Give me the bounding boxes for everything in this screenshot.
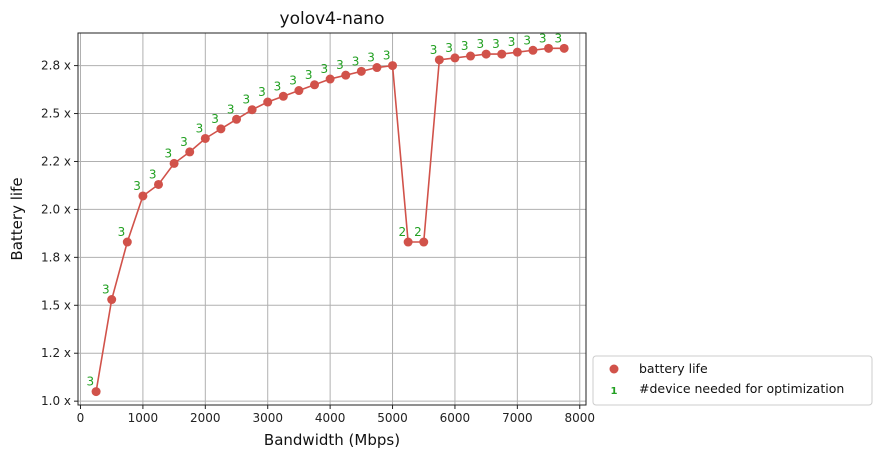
y-axis-title: Battery life [8, 177, 26, 260]
x-tick-label: 6000 [440, 411, 471, 425]
data-point [200, 133, 210, 143]
x-tick-label: 7000 [502, 411, 533, 425]
device-count-label: 3 [242, 93, 250, 107]
data-point [263, 97, 273, 107]
data-point [341, 70, 351, 80]
data-point [481, 49, 491, 59]
device-count-label: 3 [180, 135, 188, 149]
data-point [388, 61, 398, 71]
data-point [434, 55, 444, 65]
x-tick-label: 0 [77, 411, 85, 425]
data-point [310, 80, 320, 90]
device-count-label: 3 [133, 179, 141, 193]
device-count-label: 3 [305, 68, 313, 82]
device-count-label: 3 [227, 102, 235, 116]
y-tick-label: 1.5 x [41, 298, 71, 312]
y-tick-label: 2.5 x [41, 107, 71, 121]
legend: battery life 1 #device needed for optimi… [592, 355, 873, 406]
device-count-label: 3 [477, 37, 485, 51]
device-count-label: 3 [508, 35, 516, 49]
y-tick-label: 2.0 x [41, 202, 71, 216]
data-point [450, 53, 460, 63]
data-point [372, 63, 382, 73]
data-point [356, 66, 366, 76]
legend-label-device-count: #device needed for optimization [639, 381, 844, 396]
x-tick-label: 3000 [252, 411, 283, 425]
x-axis: 0 1000 2000 3000 4000 5000 6000 7000 8000 [77, 405, 595, 425]
data-point [138, 191, 148, 201]
battery-life-points [91, 43, 569, 397]
y-tick-label: 1.0 x [41, 394, 71, 408]
x-tick-label: 2000 [190, 411, 221, 425]
device-count-label: 2 [398, 225, 406, 239]
device-count-label: 3 [118, 225, 126, 239]
device-count-label: 3 [274, 79, 282, 93]
device-count-label: 3 [258, 85, 266, 99]
x-axis-title: Bandwidth (Mbps) [264, 431, 400, 449]
device-count-label: 3 [492, 37, 500, 51]
data-point [185, 147, 195, 157]
device-count-label: 3 [461, 39, 469, 53]
y-tick-label: 2.8 x [41, 59, 71, 73]
device-count-label: 3 [445, 41, 453, 55]
data-point [154, 179, 164, 189]
legend-marker-device-count: 1 [611, 386, 618, 397]
device-count-label: 3 [211, 112, 219, 126]
legend-label-battery-life: battery life [639, 361, 708, 376]
data-point [122, 237, 132, 247]
data-point [278, 91, 288, 101]
device-count-label: 3 [289, 74, 297, 88]
data-point [497, 49, 507, 59]
device-count-label: 3 [164, 146, 172, 160]
data-point [559, 43, 569, 53]
data-point [91, 387, 101, 397]
device-count-label: 3 [102, 283, 110, 297]
data-point [232, 114, 242, 124]
device-count-label: 3 [539, 31, 547, 45]
device-count-label: 3 [383, 49, 391, 63]
data-point [512, 47, 522, 57]
chart-title: yolov4-nano [280, 9, 385, 29]
y-tick-label: 2.2 x [41, 154, 71, 168]
data-point [466, 51, 476, 61]
x-tick-label: 5000 [377, 411, 408, 425]
x-tick-label: 8000 [564, 411, 595, 425]
data-point [325, 74, 335, 84]
grid [78, 33, 586, 405]
plot-frame [77, 32, 587, 406]
y-axis: 1.0 x 1.2 x 1.5 x 1.8 x 2.0 x 2.2 x 2.5 x 2.8 x [41, 59, 78, 408]
device-count-label: 3 [86, 375, 94, 389]
device-count-label: 3 [430, 43, 438, 57]
legend-marker-battery-life [609, 364, 619, 374]
data-point [247, 105, 257, 115]
data-point [294, 86, 304, 96]
data-point [544, 43, 554, 53]
data-point [403, 237, 413, 247]
device-count-label: 3 [367, 51, 375, 65]
device-count-label: 2 [414, 225, 422, 239]
device-count-label: 3 [196, 121, 204, 135]
device-count-label: 3 [352, 54, 360, 68]
device-count-label: 3 [149, 167, 157, 181]
device-count-label: 3 [320, 62, 328, 76]
data-point [528, 45, 538, 55]
data-point [169, 158, 179, 168]
data-point [419, 237, 429, 247]
data-point [107, 295, 117, 305]
legend-box [592, 355, 873, 406]
device-count-label: 3 [555, 31, 563, 45]
y-tick-label: 1.2 x [41, 346, 71, 360]
data-point [216, 124, 226, 134]
x-tick-label: 4000 [315, 411, 346, 425]
device-count-label: 3 [523, 33, 531, 47]
y-tick-label: 1.8 x [41, 250, 71, 264]
device-count-label: 3 [336, 58, 344, 72]
x-tick-label: 1000 [128, 411, 159, 425]
